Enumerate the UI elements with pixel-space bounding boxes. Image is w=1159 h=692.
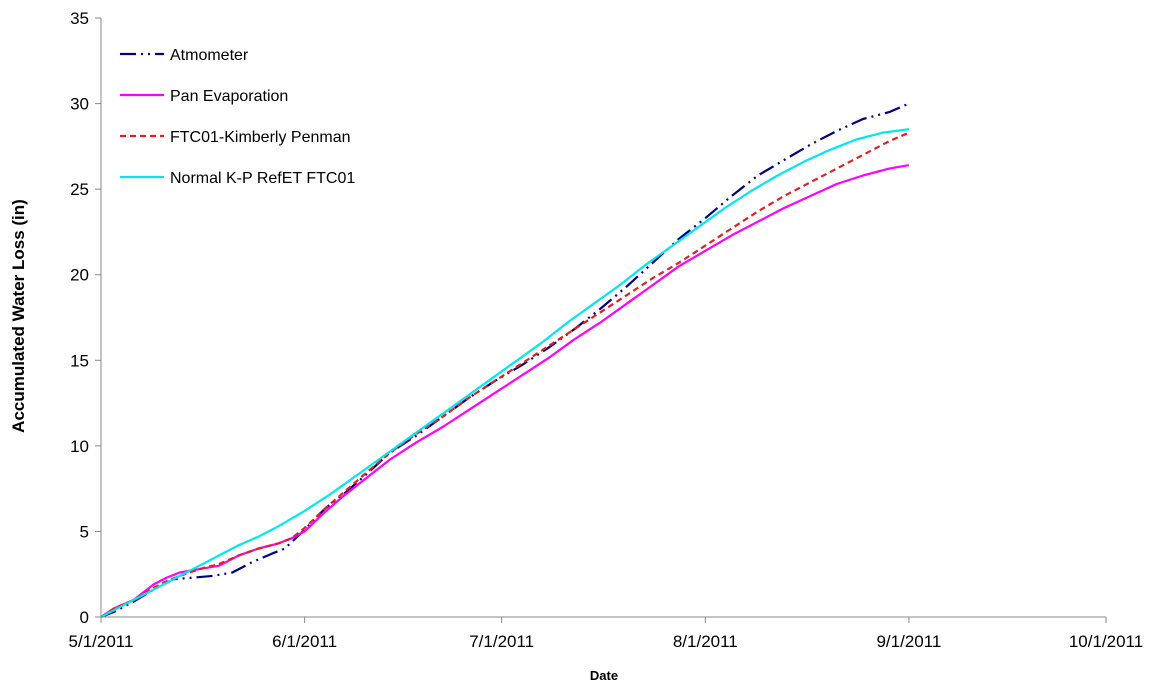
axes-layer: 0 5 10 15 20 25 30 35 5/1/2011 6/1/2011 7/1/2011 8/… <box>69 9 1144 651</box>
y-axis-title: Accumulated Water Loss (in) <box>9 199 28 433</box>
series-line-3 <box>100 131 910 618</box>
legend-label-3: FTC01-Kimberly Penman <box>170 129 351 146</box>
x-tick-label: 6/1/2011 <box>272 632 337 651</box>
y-tick-label: 30 <box>70 95 89 114</box>
y-tick-label: 0 <box>80 608 89 627</box>
y-tick-label: 35 <box>70 9 89 28</box>
x-axis-title: Date <box>590 668 618 683</box>
legend-label-4: Normal K-P RefET FTC01 <box>170 170 355 187</box>
x-tick-label: 10/1/2011 <box>1069 632 1143 651</box>
x-tick-label: 9/1/2011 <box>876 632 941 651</box>
y-tick-label: 20 <box>70 266 89 285</box>
legend: Atmometer Pan Evaporation FTC01-Kimberly P… <box>120 47 355 187</box>
series-line-4 <box>100 128 910 618</box>
y-tick-label: 15 <box>70 351 89 370</box>
series-line-2 <box>100 164 910 618</box>
series-line-1 <box>100 102 910 619</box>
y-tick-label: 25 <box>70 180 89 199</box>
legend-label-1: Atmometer <box>170 47 249 64</box>
y-tick-label: 10 <box>70 437 89 456</box>
x-tick-label: 8/1/2011 <box>673 632 738 651</box>
y-tick-label: 5 <box>80 522 89 541</box>
series-layer <box>100 102 910 619</box>
x-tick-label: 7/1/2011 <box>469 632 534 651</box>
legend-label-2: Pan Evaporation <box>170 88 288 105</box>
x-tick-label: 5/1/2011 <box>69 632 134 651</box>
